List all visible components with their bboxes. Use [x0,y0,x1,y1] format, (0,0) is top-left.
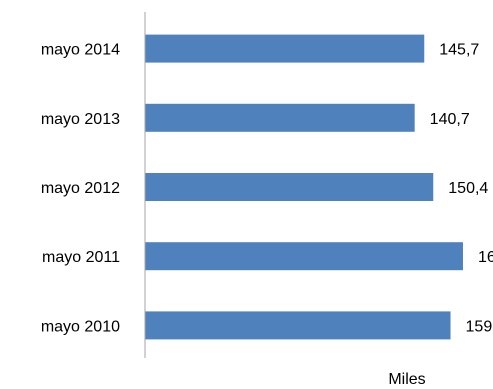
category-label: mayo 2010 [41,318,120,335]
bars-layer [145,34,463,340]
value-label: 165,9 [478,249,493,266]
bar [145,34,425,63]
value-label: 150,4 [448,180,488,197]
bar [145,242,463,271]
category-label: mayo 2012 [41,180,120,197]
value-label: 145,7 [439,42,479,59]
bar [145,173,434,201]
value-label: 140,7 [430,111,470,128]
category-label: mayo 2013 [41,111,120,128]
value-label: 159,4 [466,318,493,335]
labels-layer: mayo 2014 145,7 mayo 2013 140,7 mayo 2012 150… [41,42,493,336]
category-label: mayo 2011 [42,249,120,266]
bar [145,103,415,132]
bar [145,311,451,340]
category-label: mayo 2014 [41,42,120,59]
unit-label: Miles [388,371,425,388]
